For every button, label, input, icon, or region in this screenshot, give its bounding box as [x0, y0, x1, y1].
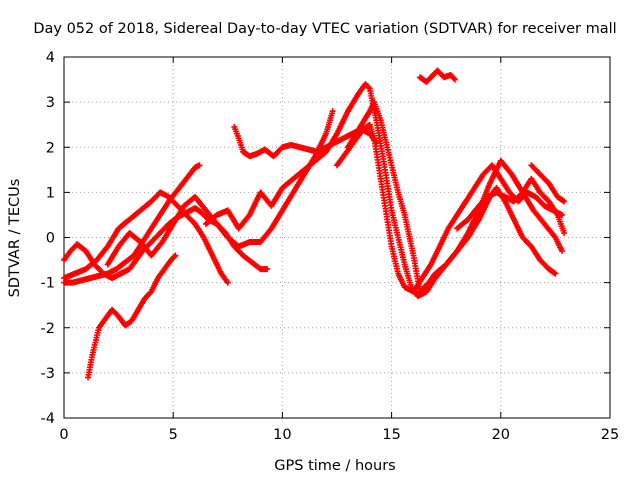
data-series-trace-g — [202, 81, 565, 300]
data-series-trace-b — [61, 162, 203, 286]
x-tick-label: 15 — [382, 427, 400, 443]
y-tick-label: 1 — [46, 185, 55, 201]
y-tick-label: -2 — [41, 321, 55, 337]
y-tick-label: 3 — [46, 95, 55, 111]
data-point-marker — [329, 108, 336, 115]
axis-ticks: 0 5 10 15 20 25 -4 -3 -2 -1 0 1 2 3 4 — [41, 50, 620, 443]
data-point-marker — [561, 198, 568, 205]
data-point-marker — [451, 76, 458, 83]
x-tick-label: 0 — [59, 427, 68, 443]
data-point-marker — [552, 270, 559, 277]
data-point-marker — [172, 252, 179, 259]
y-tick-label: -1 — [41, 276, 55, 292]
y-axis-label: SDTVAR / TECUs — [7, 179, 23, 298]
data-series-trace-i — [334, 121, 565, 295]
grid-lines — [64, 57, 610, 418]
y-tick-label: 0 — [46, 231, 55, 247]
data-point-marker — [264, 266, 271, 273]
data-point-marker — [365, 84, 372, 91]
chart-title: Day 052 of 2018, Sidereal Day-to-day VTE… — [33, 21, 616, 37]
x-tick-label: 25 — [601, 427, 619, 443]
data-series-trace-c — [85, 252, 179, 381]
data-point-marker — [171, 253, 178, 260]
data-points — [61, 67, 568, 381]
y-tick-label: 4 — [46, 50, 55, 66]
x-axis-label: GPS time / hours — [274, 458, 395, 474]
data-point-marker — [561, 229, 568, 236]
y-tick-label: 2 — [46, 140, 55, 156]
data-point-marker — [196, 162, 203, 169]
data-point-marker — [224, 279, 231, 286]
y-tick-label: -3 — [41, 366, 55, 382]
data-series-trace-l — [528, 162, 568, 205]
data-point-marker — [558, 248, 565, 255]
data-point-marker — [147, 289, 154, 296]
x-tick-label: 10 — [273, 427, 291, 443]
data-point-marker — [450, 75, 457, 82]
y-tick-label: -4 — [41, 411, 55, 427]
x-tick-label: 20 — [492, 427, 510, 443]
x-tick-label: 5 — [169, 427, 178, 443]
data-series-trace-k — [454, 175, 568, 236]
data-series-trace-j — [416, 67, 458, 85]
